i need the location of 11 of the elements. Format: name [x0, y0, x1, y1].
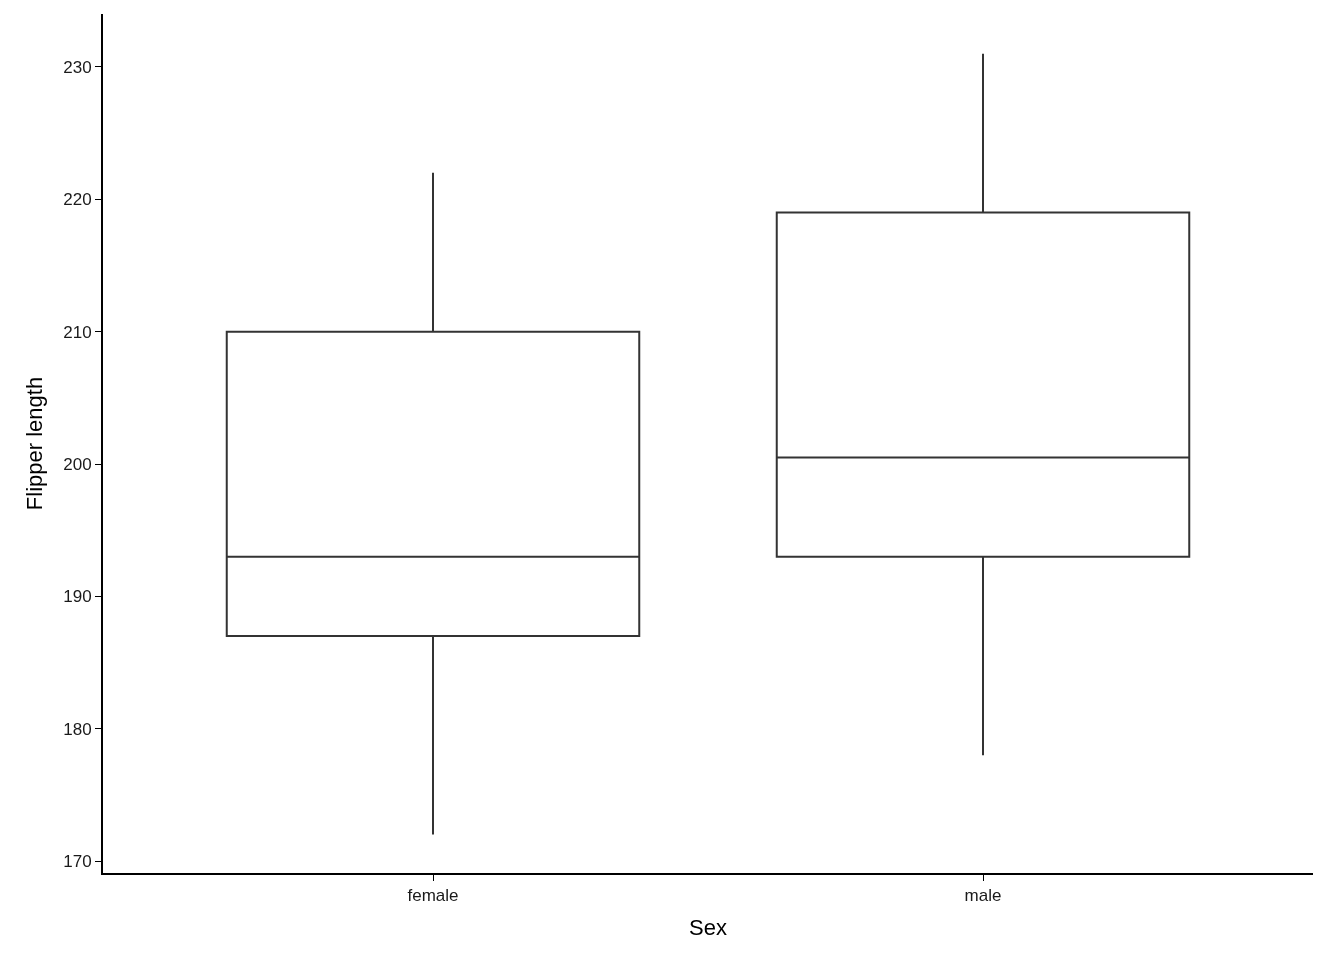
x-axis-title: Sex [689, 914, 727, 940]
y-tick-label: 170 [63, 852, 92, 872]
y-tick-label: 210 [63, 322, 92, 342]
x-tick-label: male [964, 886, 1002, 906]
y-tick-label: 200 [63, 454, 92, 474]
y-tick-label: 180 [63, 719, 92, 739]
y-axis-title: Flipper length [21, 376, 47, 511]
y-tick-label: 230 [63, 57, 92, 77]
y-tick-label: 190 [63, 587, 92, 607]
y-tick-label: 220 [63, 190, 92, 210]
x-tick-label: female [407, 886, 459, 906]
